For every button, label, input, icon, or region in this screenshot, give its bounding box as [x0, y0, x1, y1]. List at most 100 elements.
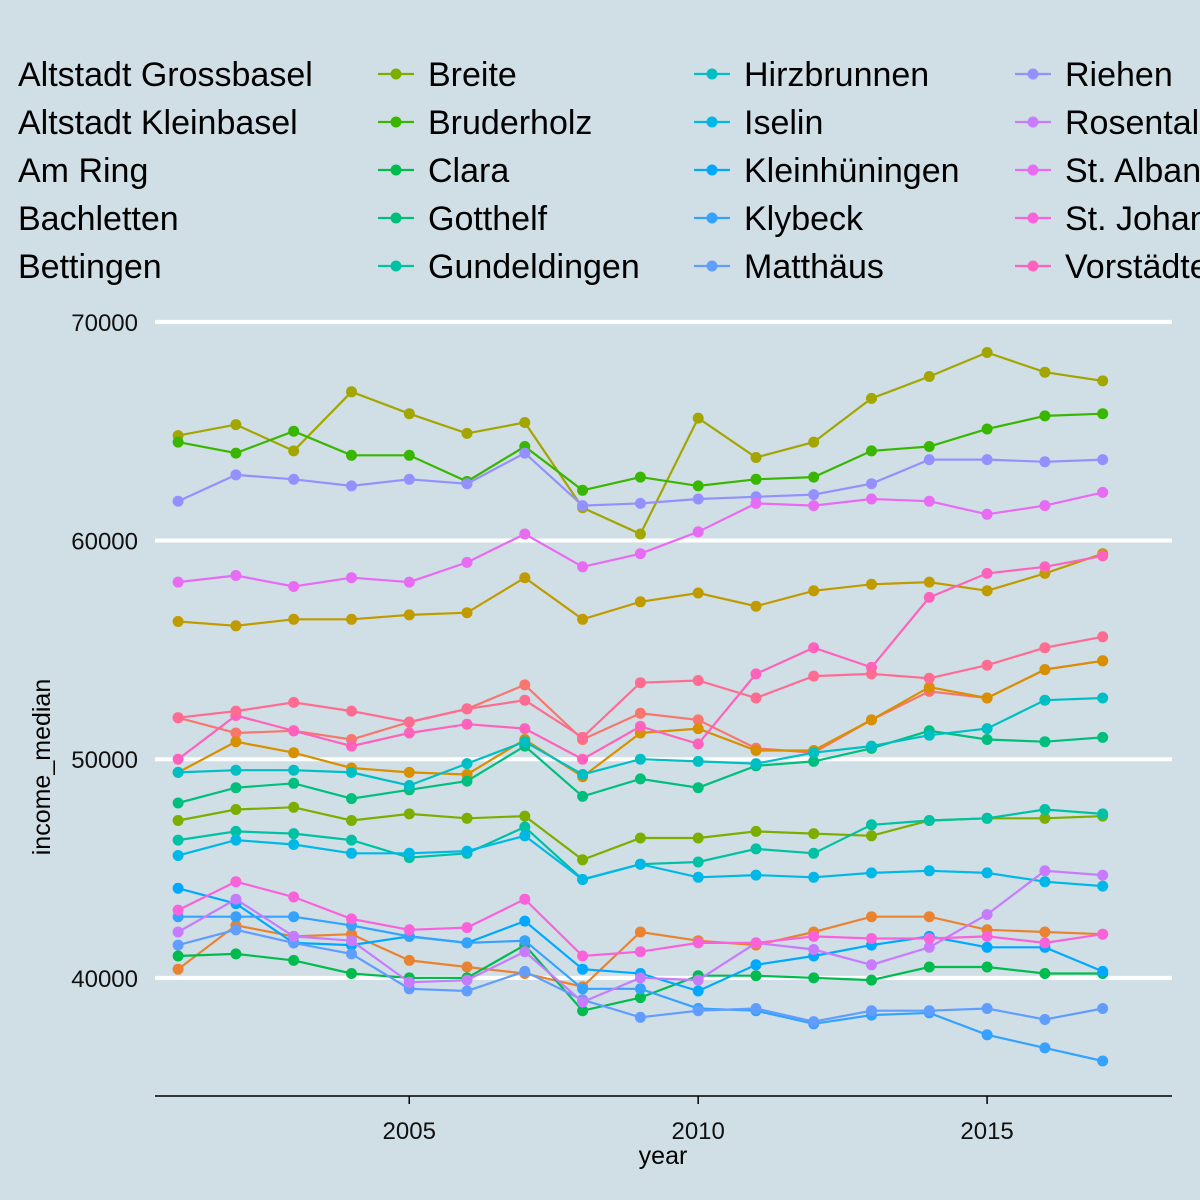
data-point	[403, 976, 415, 988]
legend-item: Bachletten	[18, 200, 179, 238]
data-point	[230, 893, 242, 905]
data-point	[981, 585, 993, 597]
series-group	[172, 865, 1109, 1008]
data-point	[577, 950, 589, 962]
data-point	[923, 576, 935, 588]
data-point	[230, 924, 242, 936]
data-point	[692, 856, 704, 868]
data-point	[461, 758, 473, 770]
data-point	[981, 347, 993, 358]
data-point	[981, 454, 993, 466]
data-point	[808, 930, 820, 942]
data-point	[1039, 561, 1051, 573]
data-point	[692, 480, 704, 492]
data-point	[519, 694, 531, 706]
data-point	[1097, 1055, 1109, 1067]
data-point	[288, 425, 300, 437]
data-point	[750, 937, 762, 949]
legend-key-point	[706, 68, 718, 80]
legend-key-point	[1027, 212, 1039, 224]
data-point	[808, 489, 820, 501]
data-point	[634, 926, 646, 938]
data-point	[750, 497, 762, 509]
data-point	[981, 1029, 993, 1041]
legend-label: Altstadt Kleinbasel	[18, 104, 298, 142]
data-point	[750, 970, 762, 982]
x-tick-label: 2005	[383, 1118, 436, 1145]
data-point	[866, 668, 877, 680]
data-point	[866, 933, 877, 944]
data-point	[288, 930, 300, 942]
data-point	[1039, 937, 1051, 949]
data-point	[634, 753, 646, 765]
data-point	[461, 845, 473, 857]
legend-item: Altstadt Kleinbasel	[18, 104, 298, 142]
data-point	[577, 561, 589, 573]
data-point	[519, 572, 531, 584]
data-point	[288, 613, 300, 625]
data-point	[692, 526, 704, 538]
data-point	[346, 480, 357, 492]
data-point	[346, 847, 357, 859]
data-point	[750, 1003, 762, 1014]
data-point	[577, 1005, 589, 1017]
data-point	[750, 473, 762, 485]
data-point	[172, 576, 184, 588]
data-point	[750, 692, 762, 704]
data-point	[346, 740, 357, 752]
data-point	[172, 712, 184, 724]
data-point	[519, 417, 531, 428]
data-point	[808, 642, 820, 654]
legend-item: Bettingen	[18, 248, 162, 286]
data-point	[230, 705, 242, 717]
legend-item: Altstadt Grossbasel	[18, 56, 313, 94]
data-point	[1039, 865, 1051, 877]
data-point	[981, 734, 993, 745]
data-point	[172, 850, 184, 861]
data-point	[519, 810, 531, 822]
data-point	[346, 766, 357, 778]
data-point	[634, 720, 646, 732]
data-point	[750, 843, 762, 855]
data-point	[172, 436, 184, 448]
data-point	[1097, 692, 1109, 704]
series-group	[172, 347, 1109, 540]
data-point	[1039, 926, 1051, 938]
data-point	[634, 773, 646, 785]
legend-label: Riehen	[1065, 56, 1173, 94]
series-group	[172, 692, 1109, 791]
data-point	[634, 1011, 646, 1023]
data-point	[1039, 1014, 1051, 1025]
data-point	[577, 484, 589, 496]
data-point	[461, 775, 473, 787]
data-point	[1097, 1003, 1109, 1014]
data-point	[230, 419, 242, 431]
data-point	[519, 723, 531, 735]
data-point	[461, 703, 473, 715]
data-point	[692, 1005, 704, 1017]
legend: Altstadt Grossbasel Altstadt Kleinbasel Am…	[18, 56, 1200, 286]
data-point	[288, 839, 300, 850]
data-point	[866, 974, 877, 986]
data-point	[1097, 731, 1109, 743]
data-point	[981, 812, 993, 824]
data-point	[923, 495, 935, 507]
data-point	[519, 528, 531, 540]
data-point	[288, 777, 300, 789]
data-point	[346, 913, 357, 925]
y-tick-label: 40000	[71, 966, 138, 993]
legend-label: Hirzbrunnen	[744, 56, 929, 94]
data-point	[403, 727, 415, 739]
data-point	[923, 865, 935, 877]
legend-key-point	[706, 164, 718, 176]
data-point	[519, 447, 531, 459]
legend-item: Am Ring	[18, 152, 148, 190]
data-point	[1039, 500, 1051, 512]
data-point	[634, 471, 646, 483]
data-point	[923, 933, 935, 944]
data-point	[519, 946, 531, 958]
data-point	[403, 766, 415, 778]
data-point	[634, 946, 646, 958]
legend-key-point	[390, 116, 402, 128]
data-point	[461, 937, 473, 949]
